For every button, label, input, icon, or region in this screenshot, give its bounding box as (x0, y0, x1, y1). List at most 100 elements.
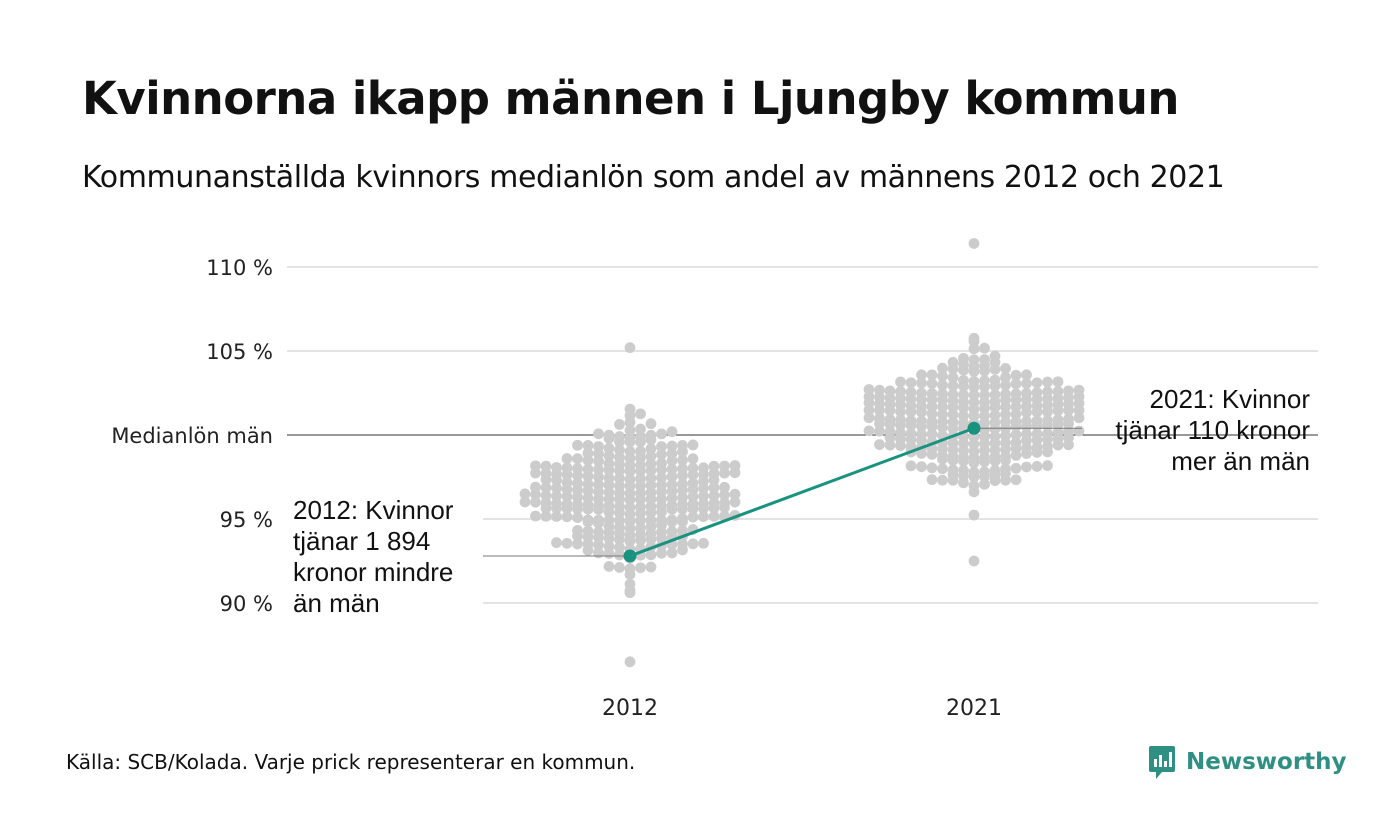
swarm-dot (624, 656, 636, 668)
swarm-dot (645, 443, 657, 455)
swarm-dot (572, 538, 583, 550)
swarm-dot (603, 458, 615, 469)
swarm-dot (1031, 415, 1043, 427)
annotation-2021: 2021: Kvinnor tjänar 110 kronor mer än män (1115, 384, 1310, 476)
swarm-dot (905, 428, 917, 439)
swarm-dot (947, 464, 959, 476)
swarm-dot (729, 496, 741, 508)
swarm-dot (687, 511, 699, 523)
swarm-dot (968, 555, 980, 567)
swarm-dot (937, 379, 948, 391)
swarm-dot (645, 418, 657, 430)
swarm-dot (603, 442, 615, 454)
swarm-dot (729, 488, 741, 500)
swarm-dot (645, 458, 657, 470)
swarm-dot (1010, 388, 1022, 400)
swarm-dot (656, 472, 667, 484)
swarm-dot (540, 490, 552, 501)
swarm-dot (656, 441, 667, 452)
swarm-dot (614, 444, 625, 456)
swarm-dot (884, 426, 896, 438)
swarm-dot (666, 514, 678, 526)
swarm-dot (926, 369, 938, 381)
swarm-dot (635, 445, 646, 457)
swarm-dot (645, 514, 657, 526)
swarm-dot (905, 377, 917, 389)
swarm-dot (916, 387, 927, 399)
swarm-dots (519, 238, 1085, 668)
swarm-dot (1073, 384, 1085, 396)
swarm-dot (1010, 408, 1022, 420)
swarm-dot (708, 490, 720, 502)
swarm-dot (979, 389, 990, 401)
swarm-dot (540, 460, 552, 472)
swarm-dot (540, 510, 552, 522)
highlight-line (629, 426, 975, 558)
swarm-dot (551, 482, 562, 494)
swarm-dot (635, 459, 646, 471)
y-tick-label: Medianlön män (111, 424, 273, 448)
swarm-dot (624, 473, 636, 485)
annotations: 2012: Kvinnor tjänar 1 894 kronor mindre än… (293, 384, 1310, 618)
swarm-dot (1052, 386, 1064, 397)
swarm-dot (1052, 376, 1064, 388)
swarm-dot (874, 412, 885, 424)
swarm-dot (979, 478, 990, 490)
swarm-dot (1021, 369, 1032, 381)
swarm-dot (645, 549, 657, 561)
swarm-dot (895, 386, 906, 398)
swarm-dot (593, 455, 604, 467)
swarm-dot (656, 428, 667, 440)
swarm-dot (708, 510, 720, 522)
swarm-dot (979, 342, 990, 354)
swarm-dot (708, 460, 720, 472)
swarm-dot (926, 428, 938, 440)
swarm-dot (1052, 427, 1064, 438)
swarm-dot (916, 377, 927, 389)
swarm-dot (572, 463, 583, 474)
swarm-dot (582, 478, 594, 490)
swarm-dot (968, 238, 980, 249)
swarm-dot (989, 374, 1001, 386)
swarm-dot (947, 389, 959, 400)
swarm-dot (926, 388, 938, 399)
swarm-dot (645, 561, 657, 573)
swarm-dot (614, 562, 625, 573)
swarm-dot (916, 369, 927, 381)
swarm-dot (698, 490, 709, 502)
swarm-dot (593, 441, 604, 452)
swarm-dot (656, 547, 667, 559)
swarm-dot (614, 480, 625, 492)
y-tick-label: 95 % (220, 508, 273, 532)
swarm-dot (687, 477, 699, 489)
swarm-dot (635, 423, 646, 435)
swarm-dot (677, 525, 688, 536)
swarm-dot (677, 463, 688, 475)
swarm-dot (677, 454, 688, 466)
swarm-dot (635, 522, 646, 534)
swarm-dot (561, 453, 573, 464)
swarm-dot (698, 498, 709, 509)
annotation-2021-line: mer än män (1171, 446, 1310, 476)
swarm-dot (989, 464, 1001, 476)
swarm-dot (530, 496, 541, 508)
swarm-dot (968, 480, 980, 492)
swarm-dot (603, 487, 615, 498)
swarm-dot (572, 524, 583, 536)
swarm-dot (561, 511, 573, 523)
swarm-dot (572, 477, 583, 489)
chart-subtitle: Kommunanställda kvinnors medianlön som a… (82, 160, 1225, 195)
swarm-dot (979, 410, 990, 422)
swarm-dot (677, 478, 688, 490)
swarm-dot (698, 511, 709, 523)
swarm-dot (614, 549, 625, 561)
swarm-dot (624, 502, 636, 513)
swarm-dot (958, 464, 969, 476)
swarm-dot (635, 431, 646, 443)
swarm-dot (645, 429, 657, 441)
swarm-dot (1021, 415, 1032, 427)
swarm-dot (1042, 428, 1053, 439)
swarm-dot (540, 497, 552, 509)
swarm-dot (593, 471, 604, 483)
swarm-dot (1063, 413, 1074, 425)
